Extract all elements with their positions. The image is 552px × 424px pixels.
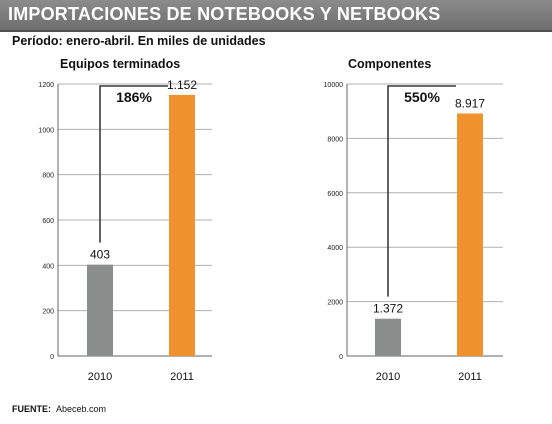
data-label: 8.917 (455, 96, 485, 110)
bar-2011 (169, 94, 195, 356)
bar-2011 (457, 113, 483, 356)
x-tick-label: 2010 (88, 371, 112, 383)
data-label: 403 (90, 248, 110, 262)
y-tick-label: 4000 (327, 245, 343, 252)
y-tick-label: 600 (42, 218, 54, 225)
source-note: FUENTE: Abeceb.com (12, 404, 106, 414)
y-tick-label: 1200 (38, 82, 54, 89)
x-tick-label: 2010 (376, 371, 400, 383)
growth-bracket (99, 85, 168, 243)
title-bar: IMPORTACIONES DE NOTEBOOKS Y NETBOOKS (0, 0, 552, 32)
y-tick-label: 1000 (38, 127, 54, 134)
data-label: 1.372 (373, 302, 403, 316)
x-tick-label: 2011 (170, 371, 194, 383)
source-label: FUENTE: (12, 404, 51, 414)
y-tick-label: 0 (339, 354, 343, 361)
bar-2010 (87, 264, 113, 356)
chart-title-equipos: Equipos terminados (60, 57, 181, 71)
period-subtitle: Período: enero-abril. En miles de unidad… (12, 34, 266, 48)
page-title: IMPORTACIONES DE NOTEBOOKS Y NETBOOKS (8, 4, 441, 24)
y-tick-label: 10000 (324, 82, 344, 89)
growth-label: 550% (404, 89, 440, 105)
y-tick-label: 800 (42, 173, 54, 180)
y-tick-label: 8000 (327, 136, 343, 143)
growth-label: 186% (116, 89, 152, 105)
y-tick-label: 2000 (327, 300, 343, 307)
x-tick-label: 2011 (458, 371, 482, 383)
data-label: 1.152 (167, 78, 197, 92)
y-tick-label: 400 (42, 263, 54, 270)
y-tick-label: 0 (50, 354, 54, 361)
y-tick-label: 200 (42, 309, 54, 316)
growth-bracket (387, 85, 456, 297)
bar-2010 (375, 318, 401, 356)
source-value: Abeceb.com (56, 404, 107, 414)
y-tick-label: 6000 (327, 191, 343, 198)
chart-title-componentes: Componentes (348, 57, 432, 71)
